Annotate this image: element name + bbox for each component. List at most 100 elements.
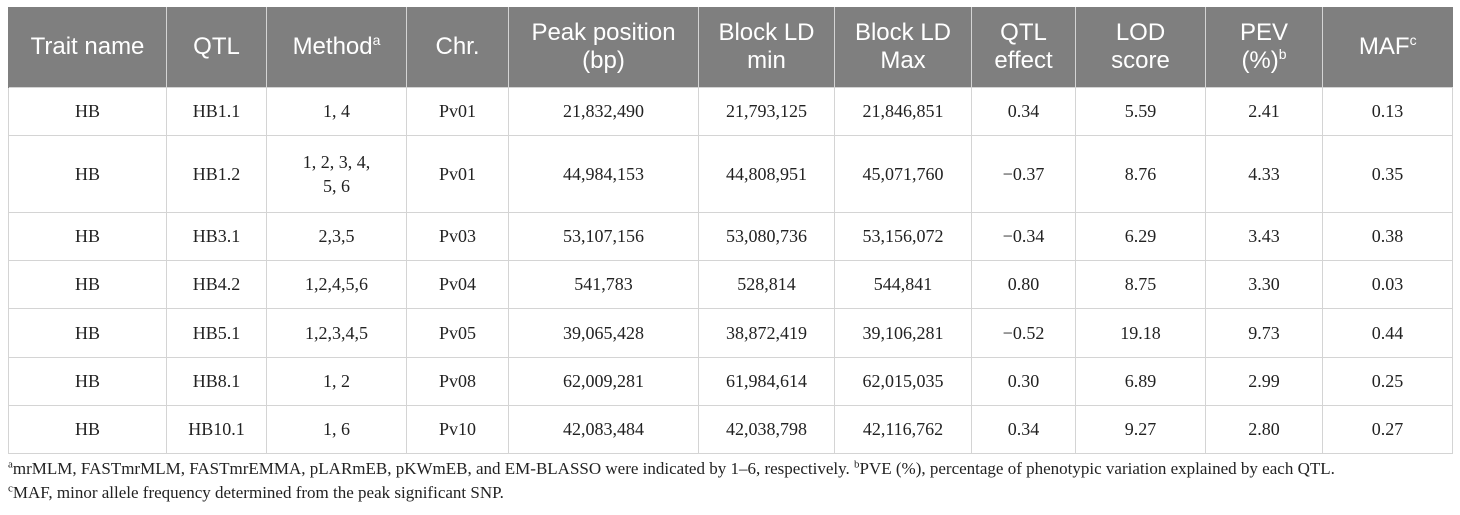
- header-qtl-effect: QTL effect: [971, 7, 1076, 87]
- footnote-line-1: amrMLM, FASTmrMLM, FASTmrEMMA, pLARmEB, …: [8, 457, 1452, 481]
- cell-block-ld-min: 53,080,736: [698, 211, 835, 261]
- cell-qtl-effect: 0.80: [971, 259, 1076, 309]
- cell-pev: 2.41: [1205, 86, 1323, 136]
- cell-lod-score: 5.59: [1075, 86, 1206, 136]
- cell-peak-position: 541,783: [508, 259, 699, 309]
- cell-maf: 0.13: [1322, 86, 1453, 136]
- cell-qtl: HB4.2: [166, 259, 267, 309]
- table-header: Trait name QTL Methoda Chr. Peak positio…: [8, 7, 1453, 87]
- cell-pev: 3.30: [1205, 259, 1323, 309]
- cell-method: 2,3,5: [266, 211, 407, 261]
- header-block-ld-max: Block LD Max: [834, 7, 972, 87]
- header-lod-score: LOD score: [1075, 7, 1206, 87]
- cell-maf: 0.03: [1322, 259, 1453, 309]
- cell-qtl-effect: −0.52: [971, 307, 1076, 358]
- cell-qtl-effect: 0.34: [971, 404, 1076, 454]
- header-row: Trait name QTL Methoda Chr. Peak positio…: [8, 7, 1453, 87]
- cell-trait: HB: [8, 211, 167, 261]
- cell-qtl: HB1.2: [166, 134, 267, 213]
- header-qtl: QTL: [166, 7, 267, 87]
- cell-pev: 2.80: [1205, 404, 1323, 454]
- cell-method: 1,2,3,4,5: [266, 307, 407, 358]
- cell-maf: 0.35: [1322, 134, 1453, 213]
- cell-pev: 3.43: [1205, 211, 1323, 261]
- cell-chr: Pv05: [406, 307, 509, 358]
- cell-qtl-effect: 0.34: [971, 86, 1076, 136]
- cell-block-ld-min: 61,984,614: [698, 356, 835, 406]
- footnote-marker-c: c: [1409, 31, 1417, 48]
- cell-qtl: HB3.1: [166, 211, 267, 261]
- cell-chr: Pv10: [406, 404, 509, 454]
- cell-lod-score: 8.75: [1075, 259, 1206, 309]
- cell-block-ld-min: 38,872,419: [698, 307, 835, 358]
- cell-method: 1, 2: [266, 356, 407, 406]
- cell-chr: Pv01: [406, 134, 509, 213]
- table-row: HB HB4.2 1,2,4,5,6 Pv04 541,783 528,814 …: [8, 259, 1453, 309]
- table-row: HB HB1.2 1, 2, 3, 4, 5, 6 Pv01 44,984,153…: [8, 134, 1453, 213]
- footnote-line-2: cMAF, minor allele frequency determined …: [8, 481, 1452, 505]
- cell-method: 1, 2, 3, 4, 5, 6: [266, 134, 407, 213]
- cell-pev: 9.73: [1205, 307, 1323, 358]
- cell-chr: Pv01: [406, 86, 509, 136]
- cell-block-ld-max: 39,106,281: [834, 307, 972, 358]
- footnote-c-text: MAF, minor allele frequency determined f…: [12, 483, 504, 502]
- cell-qtl: HB1.1: [166, 86, 267, 136]
- header-trait-name: Trait name: [8, 7, 167, 87]
- table-row: HB HB10.1 1, 6 Pv10 42,083,484 42,038,79…: [8, 404, 1453, 454]
- cell-lod-score: 19.18: [1075, 307, 1206, 358]
- table-row: HB HB5.1 1,2,3,4,5 Pv05 39,065,428 38,87…: [8, 307, 1453, 358]
- table-row: HB HB8.1 1, 2 Pv08 62,009,281 61,984,614…: [8, 356, 1453, 406]
- cell-method-line-1: 1, 2, 3, 4,: [302, 151, 371, 172]
- footnote-marker-a: a: [372, 31, 381, 48]
- footnote-c-mark: c: [8, 482, 13, 495]
- footnote-marker-b: b: [1278, 45, 1287, 62]
- cell-block-ld-min: 44,808,951: [698, 134, 835, 213]
- cell-trait: HB: [8, 356, 167, 406]
- cell-block-ld-max: 42,116,762: [834, 404, 972, 454]
- cell-method: 1,2,4,5,6: [266, 259, 407, 309]
- cell-maf: 0.44: [1322, 307, 1453, 358]
- cell-qtl: HB5.1: [166, 307, 267, 358]
- cell-peak-position: 42,083,484: [508, 404, 699, 454]
- cell-pev: 2.99: [1205, 356, 1323, 406]
- header-chr: Chr.: [406, 7, 509, 87]
- cell-qtl-effect: −0.34: [971, 211, 1076, 261]
- cell-peak-position: 21,832,490: [508, 86, 699, 136]
- cell-block-ld-max: 45,071,760: [834, 134, 972, 213]
- footnote-a-mark: a: [8, 458, 13, 471]
- cell-peak-position: 44,984,153: [508, 134, 699, 213]
- footnote-a-text: mrMLM, FASTmrMLM, FASTmrEMMA, pLARmEB, p…: [12, 459, 855, 478]
- table-footnotes: amrMLM, FASTmrMLM, FASTmrEMMA, pLARmEB, …: [8, 457, 1452, 505]
- cell-trait: HB: [8, 134, 167, 213]
- header-pev: PEV (%)b: [1205, 7, 1323, 87]
- footnote-b-text: PVE (%), percentage of phenotypic variat…: [859, 459, 1335, 478]
- header-maf: MAFc: [1322, 7, 1453, 87]
- table-body: HB HB1.1 1, 4 Pv01 21,832,490 21,793,125…: [8, 86, 1453, 454]
- cell-trait: HB: [8, 86, 167, 136]
- cell-peak-position: 53,107,156: [508, 211, 699, 261]
- cell-maf: 0.25: [1322, 356, 1453, 406]
- footnote-b-mark: b: [854, 458, 860, 471]
- cell-qtl: HB10.1: [166, 404, 267, 454]
- cell-qtl-effect: 0.30: [971, 356, 1076, 406]
- cell-method-line-2: 5, 6: [323, 175, 350, 196]
- cell-pev: 4.33: [1205, 134, 1323, 213]
- cell-block-ld-max: 53,156,072: [834, 211, 972, 261]
- cell-chr: Pv08: [406, 356, 509, 406]
- cell-trait: HB: [8, 307, 167, 358]
- cell-lod-score: 9.27: [1075, 404, 1206, 454]
- cell-trait: HB: [8, 404, 167, 454]
- header-peak-position: Peak position (bp): [508, 7, 699, 87]
- cell-block-ld-min: 21,793,125: [698, 86, 835, 136]
- cell-qtl-effect: −0.37: [971, 134, 1076, 213]
- header-method: Methoda: [266, 7, 407, 87]
- cell-maf: 0.38: [1322, 211, 1453, 261]
- cell-maf: 0.27: [1322, 404, 1453, 454]
- cell-method: 1, 4: [266, 86, 407, 136]
- cell-peak-position: 39,065,428: [508, 307, 699, 358]
- cell-trait: HB: [8, 259, 167, 309]
- cell-chr: Pv04: [406, 259, 509, 309]
- cell-peak-position: 62,009,281: [508, 356, 699, 406]
- cell-block-ld-max: 544,841: [834, 259, 972, 309]
- cell-block-ld-min: 42,038,798: [698, 404, 835, 454]
